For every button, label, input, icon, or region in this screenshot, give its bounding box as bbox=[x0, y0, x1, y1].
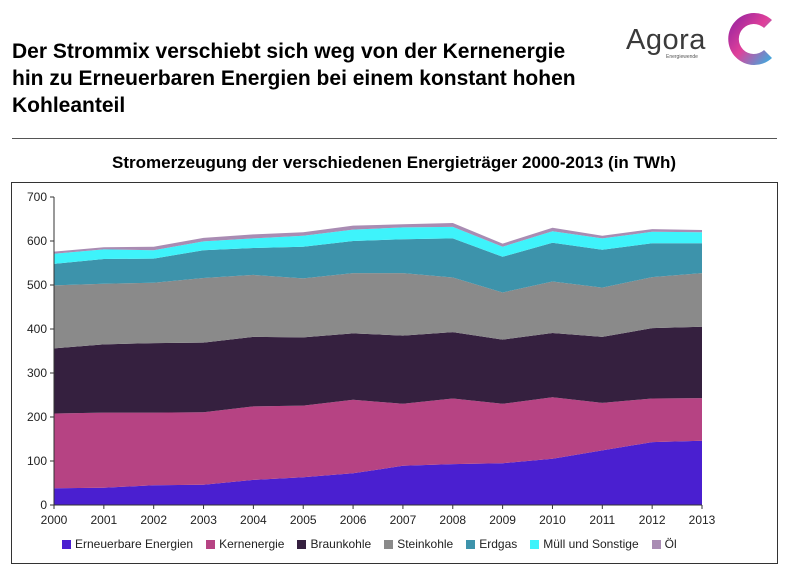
x-tick-label: 2003 bbox=[190, 513, 217, 527]
agora-logo-mark-icon bbox=[728, 13, 776, 65]
legend-item: Müll und Sonstige bbox=[530, 537, 639, 551]
x-tick-label: 2009 bbox=[489, 513, 516, 527]
series-area-3 bbox=[54, 326, 702, 414]
legend-label: Erneuerbare Energien bbox=[75, 537, 194, 551]
x-tick-label: 2007 bbox=[390, 513, 417, 527]
logo-subtitle: Energiewende bbox=[666, 54, 698, 60]
x-tick-label: 2000 bbox=[41, 513, 68, 527]
x-tick-label: 2006 bbox=[340, 513, 367, 527]
x-tick-label: 2013 bbox=[689, 513, 716, 527]
chart-title: Stromerzeugung der verschiedenen Energie… bbox=[112, 153, 676, 172]
y-tick-label: 300 bbox=[27, 366, 47, 380]
series-area-1 bbox=[54, 440, 702, 505]
stacked-area-chart: 0 100 200 300 400 500 600 700 2000 2001 2002 2003 20… bbox=[27, 190, 716, 527]
chart-frame: 0 100 200 300 400 500 600 700 2000 2001 2002 2003 20… bbox=[11, 182, 778, 564]
legend-swatch bbox=[206, 539, 216, 549]
series-area-2 bbox=[54, 397, 702, 489]
x-tick-label: 2008 bbox=[439, 513, 466, 527]
y-tick-label: 0 bbox=[40, 498, 47, 512]
x-tick-label: 2002 bbox=[140, 513, 167, 527]
legend-swatch bbox=[651, 539, 661, 549]
y-tick-label: 400 bbox=[27, 322, 47, 336]
y-tick-label: 200 bbox=[27, 410, 47, 424]
chart-legend: Erneuerbare Energien Kernenergie Braunkohl… bbox=[62, 537, 690, 551]
legend-label: Steinkohle bbox=[397, 537, 454, 551]
legend-swatch bbox=[297, 539, 307, 549]
legend-label: Braunkohle bbox=[310, 537, 372, 551]
x-tick-label: 2010 bbox=[539, 513, 566, 527]
y-tick-label: 100 bbox=[27, 454, 47, 468]
x-tick-label: 2012 bbox=[639, 513, 666, 527]
legend-swatch bbox=[466, 539, 476, 549]
y-tick-label: 500 bbox=[27, 278, 47, 292]
agora-logo: Agora Energiewende bbox=[622, 6, 782, 72]
x-tick-label: 2005 bbox=[290, 513, 317, 527]
header-divider bbox=[12, 138, 777, 139]
x-tick-label: 2001 bbox=[90, 513, 117, 527]
legend-item: Erneuerbare Energien bbox=[62, 537, 193, 551]
page-headline: Der Strommix verschiebt sich weg von der… bbox=[12, 40, 576, 117]
y-tick-label: 600 bbox=[27, 234, 47, 248]
x-tick-label: 2004 bbox=[240, 513, 267, 527]
legend-swatch bbox=[530, 539, 540, 549]
legend-item: Öl bbox=[651, 537, 677, 551]
legend-item: Erdgas bbox=[466, 537, 517, 551]
series-area-5 bbox=[54, 238, 702, 293]
legend-label: Kernenergie bbox=[219, 537, 285, 551]
legend-label: Öl bbox=[664, 537, 677, 551]
x-tick-label: 2011 bbox=[589, 513, 615, 527]
legend-item: Kernenergie bbox=[206, 537, 284, 551]
legend-item: Braunkohle bbox=[297, 537, 371, 551]
y-tick-label: 700 bbox=[27, 190, 47, 204]
legend-item: Steinkohle bbox=[384, 537, 453, 551]
series-area-6 bbox=[54, 226, 702, 264]
legend-label: Müll und Sonstige bbox=[543, 537, 639, 551]
series-area-4 bbox=[54, 273, 702, 349]
logo-wordmark: Agora bbox=[626, 24, 706, 56]
legend-swatch bbox=[384, 539, 394, 549]
legend-label: Erdgas bbox=[479, 537, 518, 551]
legend-swatch bbox=[62, 539, 71, 549]
